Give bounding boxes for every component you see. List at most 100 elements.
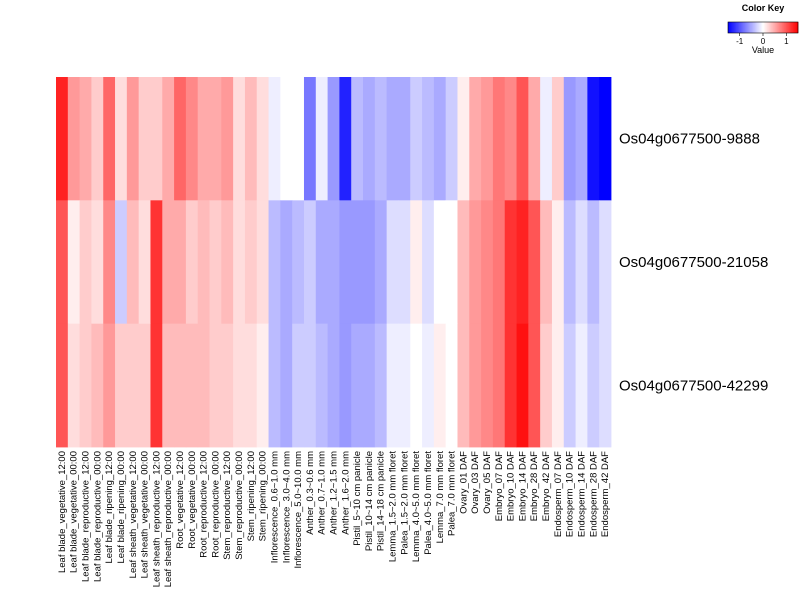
color-key-swatch bbox=[784, 22, 786, 33]
heatmap-cell bbox=[280, 200, 293, 325]
heatmap-cell bbox=[150, 77, 163, 201]
column-label: Stem_ripening_12:00 bbox=[246, 451, 257, 541]
column-label: Anther_0.7~1.0 mm bbox=[317, 451, 328, 535]
heatmap-cell bbox=[422, 323, 435, 448]
column-label: Palea_7.0 mm floret bbox=[447, 451, 458, 536]
heatmap-cell bbox=[103, 323, 116, 448]
color-key-swatch bbox=[780, 22, 782, 33]
heatmap-cell bbox=[492, 323, 506, 448]
color-key-swatch bbox=[733, 22, 736, 33]
heatmap-cell bbox=[599, 200, 612, 325]
column-label: Endosperm_07 DAF bbox=[553, 451, 564, 537]
column-label: Leaf blade_ripening_00:00 bbox=[116, 451, 127, 564]
color-key-swatch bbox=[767, 22, 770, 33]
heatmap-cell bbox=[327, 200, 340, 325]
color-key-swatch bbox=[754, 22, 757, 33]
heatmap-cell bbox=[398, 323, 411, 448]
heatmap-cell bbox=[162, 323, 175, 448]
heatmap-cell bbox=[469, 200, 482, 325]
color-key-swatch bbox=[732, 22, 735, 33]
heatmap-cell bbox=[433, 200, 447, 325]
column-label: Anther_0.3~0.6 mm bbox=[305, 451, 316, 535]
heatmap-cell bbox=[398, 200, 411, 325]
column-label: Stem_ripening_00:00 bbox=[258, 451, 269, 541]
heatmap-cell bbox=[351, 323, 364, 448]
heatmap-cell bbox=[563, 200, 576, 325]
heatmap-cell bbox=[79, 77, 92, 201]
heatmap-cell bbox=[174, 200, 187, 325]
heatmap-cell bbox=[174, 77, 187, 201]
heatmap-cell bbox=[433, 323, 447, 448]
heatmap-cell bbox=[599, 323, 612, 448]
column-label: Lemma_7.0 mm floret bbox=[435, 451, 446, 544]
color-key-swatch bbox=[753, 22, 756, 33]
heatmap-cell bbox=[528, 77, 541, 201]
heatmap-cell bbox=[386, 200, 399, 325]
heatmap-cell bbox=[292, 323, 305, 448]
heatmap-cell bbox=[162, 200, 175, 325]
heatmap-cell bbox=[268, 323, 281, 448]
heatmap-cell bbox=[244, 77, 258, 201]
column-labels: Leaf blade_vegetative_12:00 Leaf blade_ve… bbox=[57, 451, 611, 588]
heatmap-cell bbox=[374, 77, 388, 201]
column-label: Palea_1.5~2.0 mm floret bbox=[399, 451, 410, 555]
row-label: Os04g0677500-9888 bbox=[619, 131, 760, 148]
column-label: Embryo_07 DAF bbox=[494, 451, 505, 521]
heatmap-cell bbox=[492, 200, 506, 325]
heatmap-cell bbox=[185, 323, 199, 448]
row-label: Os04g0677500-42299 bbox=[619, 377, 768, 394]
heatmap-cell bbox=[56, 323, 69, 448]
heatmap-cell bbox=[445, 77, 458, 201]
column-label: Pistil_10~14 cm panicle bbox=[364, 451, 375, 551]
heatmap-cell bbox=[422, 77, 435, 201]
heatmap-cell bbox=[339, 200, 352, 325]
heatmap-cell bbox=[551, 200, 565, 325]
column-label: Leaf sheath_vegetative_12:00 bbox=[128, 451, 139, 578]
heatmap-cell bbox=[563, 77, 576, 201]
column-label: Ovary_01 DAF bbox=[458, 451, 469, 514]
heatmap-cell bbox=[363, 200, 376, 325]
heatmap-cell bbox=[398, 77, 411, 201]
heatmap-cell bbox=[280, 323, 293, 448]
heatmap-cell bbox=[351, 77, 364, 201]
column-label: Embryo_28 DAF bbox=[529, 451, 540, 521]
color-key-swatch bbox=[746, 22, 749, 33]
color-key-swatch bbox=[756, 22, 758, 33]
color-key-swatch bbox=[781, 22, 784, 33]
color-key-swatch bbox=[771, 22, 773, 33]
heatmap-cell bbox=[551, 77, 565, 201]
heatmap-cell bbox=[445, 323, 458, 448]
color-key-swatch bbox=[739, 22, 742, 33]
heatmap-cell bbox=[244, 323, 258, 448]
color-key-swatch bbox=[768, 22, 771, 33]
heatmap-cell bbox=[150, 323, 163, 448]
color-key-swatch bbox=[744, 22, 746, 33]
heatmap-cell bbox=[292, 200, 305, 325]
color-key-swatch bbox=[778, 22, 780, 33]
color-key-swatch bbox=[787, 22, 789, 33]
column-label: Leaf blade_reproductive_12:00 bbox=[81, 451, 92, 582]
heatmap-cell bbox=[56, 77, 69, 201]
heatmap-cell bbox=[575, 323, 588, 448]
heatmap-cell bbox=[209, 200, 222, 325]
heatmap-cell bbox=[303, 200, 317, 325]
color-key-swatch bbox=[760, 22, 763, 33]
color-key-swatch bbox=[765, 22, 767, 33]
column-label: Root_vegetative_12:00 bbox=[175, 451, 186, 549]
heatmap-cell bbox=[138, 200, 151, 325]
heatmap-cell bbox=[244, 200, 258, 325]
heatmap-cell bbox=[587, 323, 600, 448]
heatmap-cell bbox=[504, 77, 517, 201]
color-key-swatch bbox=[740, 22, 743, 33]
heatmap-cell bbox=[174, 323, 187, 448]
heatmap-cell bbox=[327, 77, 340, 201]
column-label: Leaf blade_ripening_12:00 bbox=[104, 451, 115, 564]
color-key-swatch bbox=[782, 22, 785, 33]
heatmap-cell bbox=[374, 323, 388, 448]
color-key-swatch bbox=[792, 22, 794, 33]
color-key-swatch bbox=[793, 22, 795, 33]
color-key-swatch bbox=[764, 22, 766, 33]
color-key-swatch bbox=[758, 22, 760, 33]
heatmap-cell bbox=[91, 323, 104, 448]
